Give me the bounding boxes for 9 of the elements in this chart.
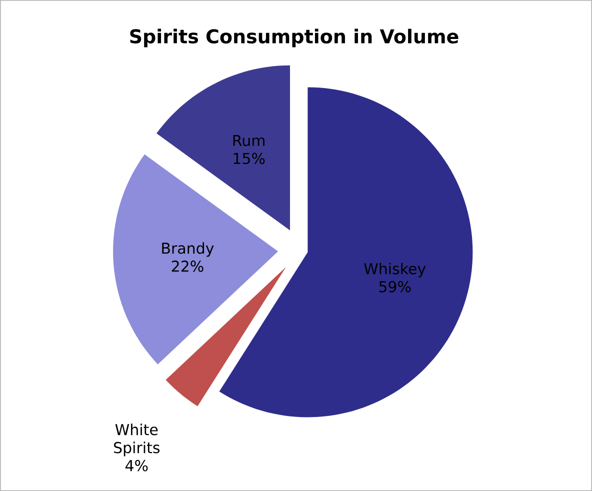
slice-label: Rum [233,134,264,146]
data-label: 59% [379,281,411,292]
chart-title: Spirits Consumption in Volume [130,28,458,48]
data-label: 22% [172,260,204,272]
data-label: 4% [125,460,148,472]
slice-label: Whiskey [364,262,426,278]
data-label: 15% [234,152,265,164]
slice-label: Brandy [162,242,214,257]
slice-label: White Spirits [114,424,160,456]
